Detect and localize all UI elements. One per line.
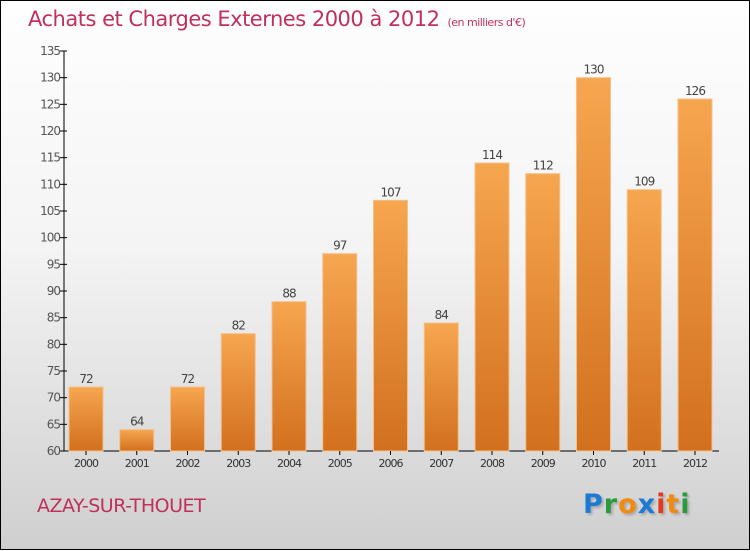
data-label: 82 (232, 319, 246, 333)
data-label: 88 (282, 287, 296, 301)
data-label: 72 (79, 372, 93, 386)
data-label: 114 (482, 148, 502, 162)
chart-subtitle: (en milliers d'€) (447, 16, 526, 29)
x-tick-label: 2000 (74, 457, 99, 470)
y-tick-label: 85 (47, 311, 61, 325)
title-text: Achats et Charges Externes 2000 à 2012 (28, 7, 440, 31)
data-label: 130 (584, 63, 604, 77)
x-tick-label: 2003 (226, 457, 251, 470)
data-label: 64 (130, 415, 144, 429)
bar-2000 (68, 386, 104, 452)
data-label: 112 (533, 159, 553, 173)
x-tick-label: 2005 (328, 457, 353, 470)
y-tick-label: 60 (47, 444, 61, 458)
city-name: AZAY-SUR-THOUET (37, 495, 206, 517)
bar-2010 (576, 77, 611, 452)
proxiti-logo: Proxiti (583, 489, 691, 520)
data-label: 109 (634, 175, 654, 189)
x-tick-label: 2004 (277, 457, 302, 470)
y-tick-label: 130 (40, 71, 60, 85)
data-label: 126 (685, 84, 705, 98)
bar-2004 (271, 301, 307, 452)
y-tick-label: 80 (47, 337, 61, 351)
bar-2002 (170, 386, 205, 452)
bar-2008 (474, 162, 510, 452)
x-tick-label: 2010 (582, 457, 607, 470)
bar-2007 (423, 322, 459, 452)
y-tick-label: 125 (40, 97, 60, 111)
y-tick-label: 120 (40, 124, 60, 138)
y-tick-label: 110 (40, 177, 60, 191)
bar-2005 (322, 253, 358, 452)
x-tick-label: 2002 (176, 457, 200, 470)
x-tick-label: 2006 (379, 457, 404, 470)
y-tick-label: 65 (47, 417, 61, 431)
bar-2011 (626, 189, 662, 452)
y-tick-label: 135 (40, 44, 60, 58)
bar-2003 (220, 333, 256, 452)
data-label: 97 (333, 239, 347, 253)
data-label: 107 (381, 185, 401, 199)
bar-2006 (373, 199, 408, 452)
x-tick-label: 2009 (531, 457, 556, 470)
y-tick-label: 70 (47, 391, 61, 405)
y-tick-label: 95 (47, 257, 61, 271)
y-tick-label: 75 (47, 364, 61, 378)
bar-2009 (525, 173, 561, 452)
x-tick-label: 2008 (480, 457, 505, 470)
y-tick-label: 115 (40, 151, 60, 165)
y-tick-label: 100 (40, 231, 60, 245)
x-tick-label: 2012 (683, 457, 707, 470)
x-tick-label: 2011 (632, 457, 656, 470)
y-tick-label: 90 (47, 284, 61, 298)
data-label: 84 (435, 308, 449, 322)
chart-title: Achats et Charges Externes 2000 à 2012 (e… (28, 7, 526, 31)
bar-2012 (677, 98, 713, 452)
data-label: 72 (181, 372, 195, 386)
x-tick-label: 2007 (429, 457, 454, 470)
x-tick-label: 2001 (125, 457, 149, 470)
y-tick-label: 105 (40, 204, 60, 218)
bar-2001 (119, 429, 155, 452)
